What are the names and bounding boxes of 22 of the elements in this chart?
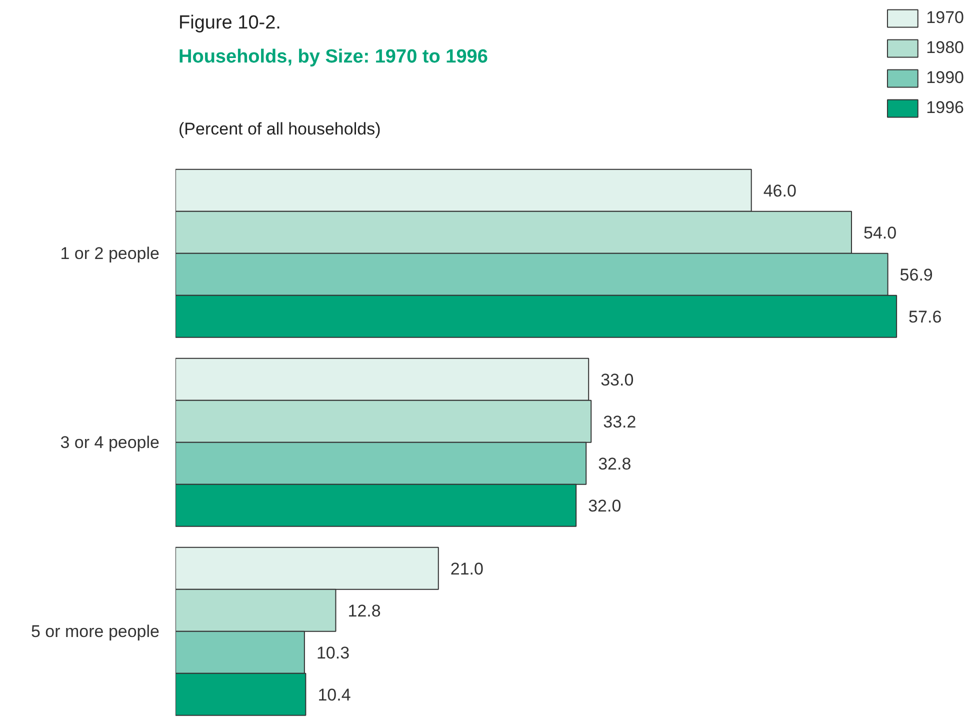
data-label: 32.8 <box>598 454 632 474</box>
chart-title: Figure 10-2. <box>178 12 281 34</box>
data-label: 33.2 <box>603 412 636 432</box>
text: (Percent of all households) <box>178 120 381 138</box>
legend-label: 1970 <box>926 8 964 28</box>
data-label: 10.4 <box>318 685 351 704</box>
data-label: 21.0 <box>450 559 484 578</box>
data-label: 12.8 <box>348 601 381 620</box>
data-label: 33.0 <box>600 370 634 390</box>
legend-label: 1990 <box>926 68 964 88</box>
data-label: 32.0 <box>588 496 622 516</box>
data-label: 56.9 <box>900 265 933 284</box>
y-tick-label: 5 or more people <box>30 622 160 641</box>
chart-subtitle: Households, by Size: 1970 to 1996 <box>178 46 488 68</box>
y-tick-label: 3 or 4 people <box>60 432 160 452</box>
data-label: 10.3 <box>316 643 350 662</box>
data-label: 54.0 <box>863 223 897 242</box>
data-label: 57.6 <box>908 307 942 326</box>
y-tick-label: 1 or 2 people <box>60 244 160 263</box>
legend-label: 1996 <box>926 98 964 118</box>
legend-label: 1980 <box>926 38 964 58</box>
data-label: 46.0 <box>763 181 796 200</box>
